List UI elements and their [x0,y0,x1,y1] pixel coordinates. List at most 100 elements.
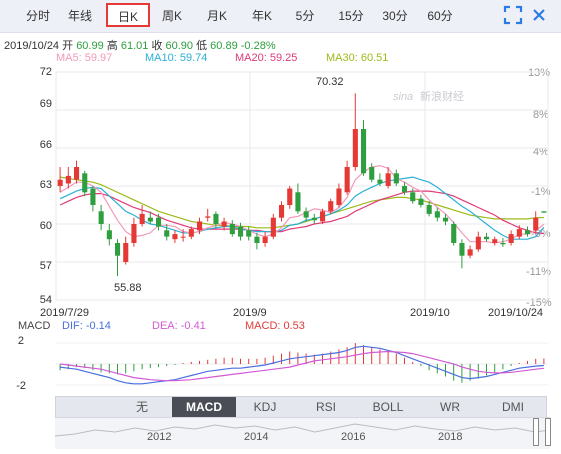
ma30-line [60,176,544,229]
tab-30min[interactable]: 30分 [382,9,408,23]
candle-body [336,188,342,205]
candle-body [492,239,498,243]
navigator-year: 2012 [147,431,172,443]
indicator-tab-wr[interactable]: WR [440,400,460,414]
ma20-line [59,190,544,235]
candle-body [352,129,358,167]
candle-body [393,173,399,184]
low-value: 60.89 [210,40,238,52]
high-price-mark: 70.32 [316,76,344,88]
price-tick: 69 [39,98,52,110]
tab-yearly-k[interactable]: 年K [251,9,272,23]
candle-body [221,221,227,227]
candle-body [180,236,186,238]
candle-body [57,179,63,186]
tab-monthly-k[interactable]: 月K [206,9,227,23]
ma20-label: MA20: 59.25 [235,52,298,64]
indicator-tab-kdj[interactable]: KDJ [253,400,277,414]
open-label: 开 [62,40,74,52]
candle-body [344,167,350,193]
high-label: 高 [106,40,118,52]
candle-body [516,229,522,237]
indicator-tab-rsi[interactable]: RSI [315,400,336,414]
candle-body [98,211,104,224]
open-value: 60.99 [76,40,104,52]
candle-body [508,234,514,243]
pct-tick: 4% [533,146,549,158]
dif-line [60,345,544,385]
candle-body [451,224,457,243]
candle-body [402,186,408,193]
tab-5min[interactable]: 5分 [295,9,315,23]
candle-body [410,192,416,202]
ma5-label: MA5: 59.97 [56,52,113,64]
candle-body [229,224,235,235]
price-tick: 60 [39,220,52,232]
tab-daily-k[interactable]: 日K [106,3,150,27]
candle-body [287,188,293,205]
indicator-tab-none[interactable]: 无 [135,400,148,414]
change-value: -0.28% [240,40,276,52]
navigator-year: 2018 [438,431,463,443]
sina-logo-icon: sina [393,91,413,103]
candle-body [328,201,334,212]
macd-indicator-name: MACD [18,320,51,332]
candle-body [197,221,203,231]
candle-body [525,230,531,235]
navigator-left-handle[interactable] [533,418,539,446]
dif-label: DIF: -0.14 [62,320,111,332]
candle-body [115,243,121,256]
navigator-sparkline [54,423,551,437]
tab-60min[interactable]: 60分 [427,9,453,23]
close-icon[interactable] [532,8,546,22]
tab-15min[interactable]: 15分 [338,9,364,23]
macd-tick: 2 [17,335,24,347]
candle-body [361,129,367,174]
indicator-tab-boll[interactable]: BOLL [372,400,404,414]
tab-timeshare[interactable]: 分时 [25,9,50,23]
candle-body [279,205,285,218]
indicator-tab-macd[interactable]: MACD [172,397,236,417]
candle-body [205,216,211,218]
price-tick: 54 [39,294,52,306]
candle-body [426,205,432,214]
candle-body [369,167,375,180]
price-tick: 63 [39,179,52,191]
dea-label: DEA: -0.41 [152,320,206,332]
candle-body [418,198,424,205]
navigator-right-handle[interactable] [545,418,551,446]
candle-body [156,217,162,227]
date-tick: 2019/9 [233,307,267,319]
close-value: 60.90 [165,40,194,52]
dea-line [60,350,544,382]
candle-body [270,217,276,237]
price-tick: 72 [39,66,52,78]
watermark: 新浪财经 [420,89,464,103]
candle-body [467,249,473,256]
price-tick: 66 [39,139,52,151]
candle-body [131,224,137,243]
candlestick-chart[interactable]: sina 新浪财经 [0,62,561,320]
candle-body [484,236,490,240]
candle-body [320,211,326,222]
timeline-navigator[interactable] [54,417,551,449]
high-value: 61.01 [120,40,149,52]
candle-body [475,236,481,250]
ma10-label: MA10: 59.74 [145,52,208,64]
navigator-year: 2014 [244,431,269,443]
candle-body [311,217,317,221]
candle-body [82,173,88,193]
fullscreen-icon[interactable] [503,5,523,25]
date-tick: 2019/10/24 [488,307,544,319]
macd-chart[interactable] [0,334,561,394]
tab-year-line[interactable]: 年线 [67,9,92,23]
low-price-mark: 55.88 [114,282,142,294]
date-tick: 2019/10 [410,307,450,319]
candle-body [434,211,440,218]
indicator-tab-dmi[interactable]: DMI [502,400,524,414]
candle-body [106,230,112,240]
tab-weekly-k[interactable]: 周K [161,9,182,23]
candle-body [90,188,96,205]
candle-body [500,243,506,245]
candle-body [188,229,194,237]
